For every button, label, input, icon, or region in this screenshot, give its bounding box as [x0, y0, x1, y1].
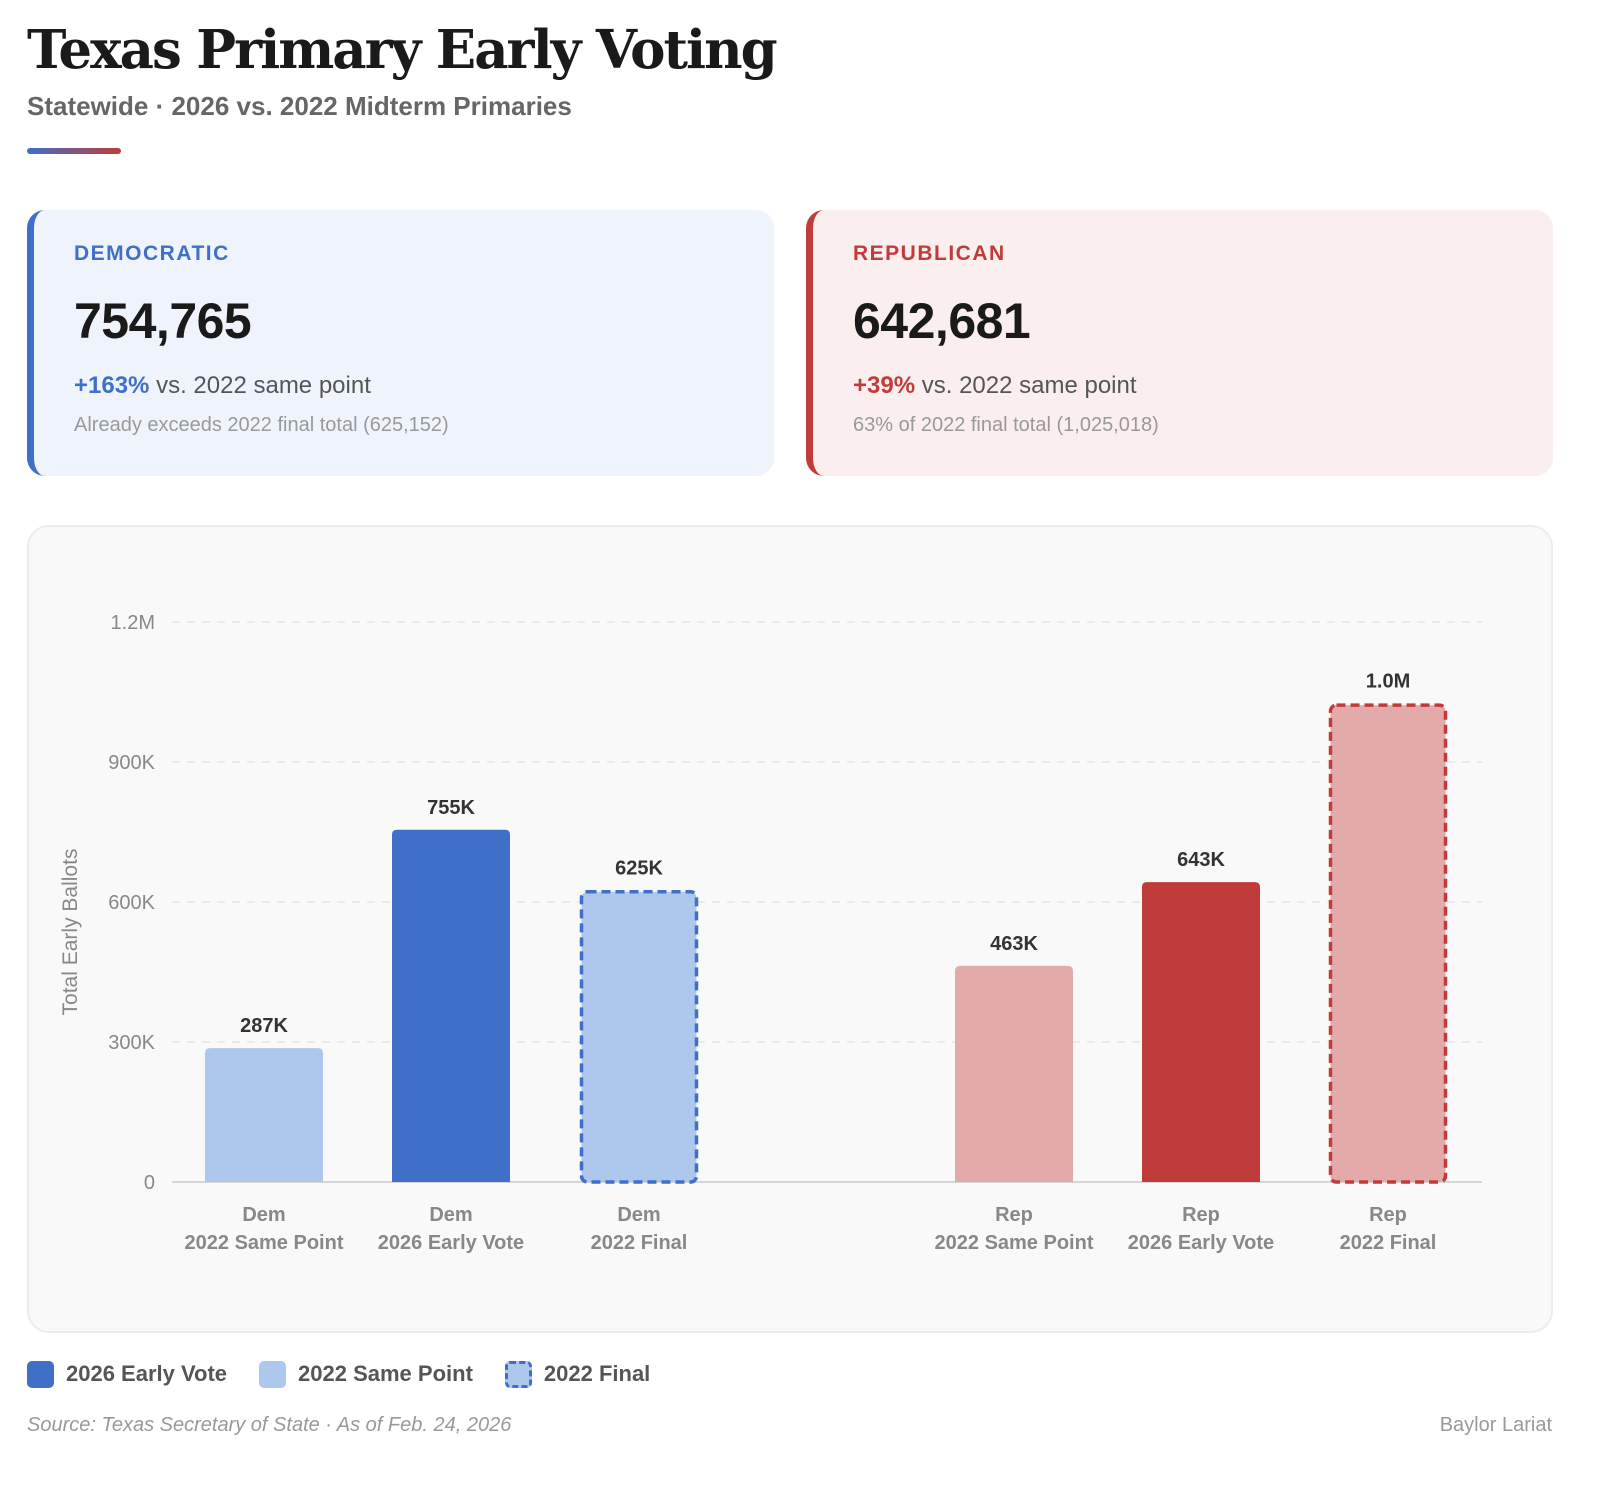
- bar: [1142, 882, 1260, 1182]
- bar: [1328, 703, 1448, 1184]
- card-party-label: REPUBLICAN: [853, 242, 1006, 265]
- page-title: Texas Primary Early Voting: [27, 19, 778, 81]
- chart-panel: 0 300K 600K 900K 1.2M Total Early Ballots 287K…: [27, 525, 1553, 1333]
- card-delta-text: vs. 2022 same point: [915, 372, 1137, 399]
- x-tick-label-category: 2022 Same Point: [185, 1232, 344, 1254]
- card-total: 754,765: [74, 293, 252, 349]
- bar: [955, 965, 1073, 1182]
- bar-value-label: 463K: [990, 933, 1038, 955]
- chart-legend: 2026 Early Vote 2022 Same Point 2022 Fin…: [27, 1359, 682, 1389]
- bar: [392, 829, 510, 1182]
- x-tick-label-party: Rep: [1182, 1204, 1220, 1226]
- y-axis-label: Total Early Ballots: [59, 849, 82, 1016]
- card-note: Already exceeds 2022 final total (625,15…: [74, 414, 449, 436]
- credit: Baylor Lariat: [1439, 1414, 1552, 1436]
- card-total: 642,681: [853, 293, 1031, 349]
- x-tick-label-party: Rep: [1369, 1204, 1407, 1226]
- legend-item-2026-early-vote: 2026 Early Vote: [27, 1360, 228, 1388]
- bar-chart: 0 300K 600K 900K 1.2M Total Early Ballots 287K…: [59, 612, 1482, 1254]
- x-tick-label-party: Dem: [242, 1204, 285, 1226]
- legend-swatch: [27, 1360, 54, 1388]
- x-tick-label-party: Dem: [617, 1204, 660, 1226]
- y-tick-label: 1.2M: [111, 612, 155, 634]
- bar-value-label: 1.0M: [1366, 671, 1410, 693]
- legend-label: 2026 Early Vote: [66, 1361, 228, 1386]
- bar-value-label: 287K: [240, 1015, 288, 1037]
- legend-swatch: [504, 1360, 532, 1388]
- bar-value-label: 755K: [427, 797, 475, 819]
- x-tick-label-category: 2022 Final: [1340, 1232, 1437, 1254]
- republican-summary-card: REPUBLICAN 642,681 +39% vs. 2022 same po…: [806, 210, 1553, 476]
- y-tick-label: 900K: [108, 752, 155, 774]
- card-delta-text: vs. 2022 same point: [149, 372, 371, 399]
- card-delta: +39% vs. 2022 same point: [853, 372, 1137, 400]
- x-tick-label-category: 2026 Early Vote: [378, 1232, 524, 1254]
- accent-rule: [27, 148, 121, 154]
- y-tick-label: 300K: [108, 1032, 155, 1054]
- bar: [579, 890, 699, 1184]
- page-subtitle: Statewide · 2026 vs. 2022 Midterm Primar…: [27, 91, 572, 121]
- card-delta: +163% vs. 2022 same point: [74, 372, 371, 400]
- x-tick-label-category: 2026 Early Vote: [1128, 1232, 1274, 1254]
- x-tick-label-party: Rep: [995, 1204, 1033, 1226]
- card-delta-pct: +39%: [853, 372, 916, 399]
- legend-swatch: [259, 1360, 287, 1388]
- card-party-label: DEMOCRATIC: [74, 242, 230, 265]
- card-delta-pct: +163%: [74, 372, 150, 399]
- legend-item-2022-same-point: 2022 Same Point: [259, 1360, 473, 1388]
- bar-value-label: 643K: [1177, 849, 1225, 871]
- legend-label: 2022 Final: [543, 1361, 651, 1386]
- x-tick-label-category: 2022 Same Point: [935, 1232, 1094, 1254]
- legend-label: 2022 Same Point: [298, 1361, 473, 1386]
- democratic-summary-card: DEMOCRATIC 754,765 +163% vs. 2022 same p…: [27, 210, 774, 476]
- legend-item-2022-final: 2022 Final: [504, 1360, 651, 1388]
- y-tick-label: 0: [144, 1172, 155, 1194]
- x-tick-label-category: 2022 Final: [591, 1232, 688, 1254]
- bar: [205, 1048, 323, 1182]
- x-tick-label-party: Dem: [429, 1204, 472, 1226]
- y-tick-label: 600K: [108, 892, 155, 914]
- bar-value-label: 625K: [615, 857, 663, 879]
- source-note: Source: Texas Secretary of State · As of…: [27, 1414, 512, 1436]
- card-note: 63% of 2022 final total (1,025,018): [853, 414, 1159, 436]
